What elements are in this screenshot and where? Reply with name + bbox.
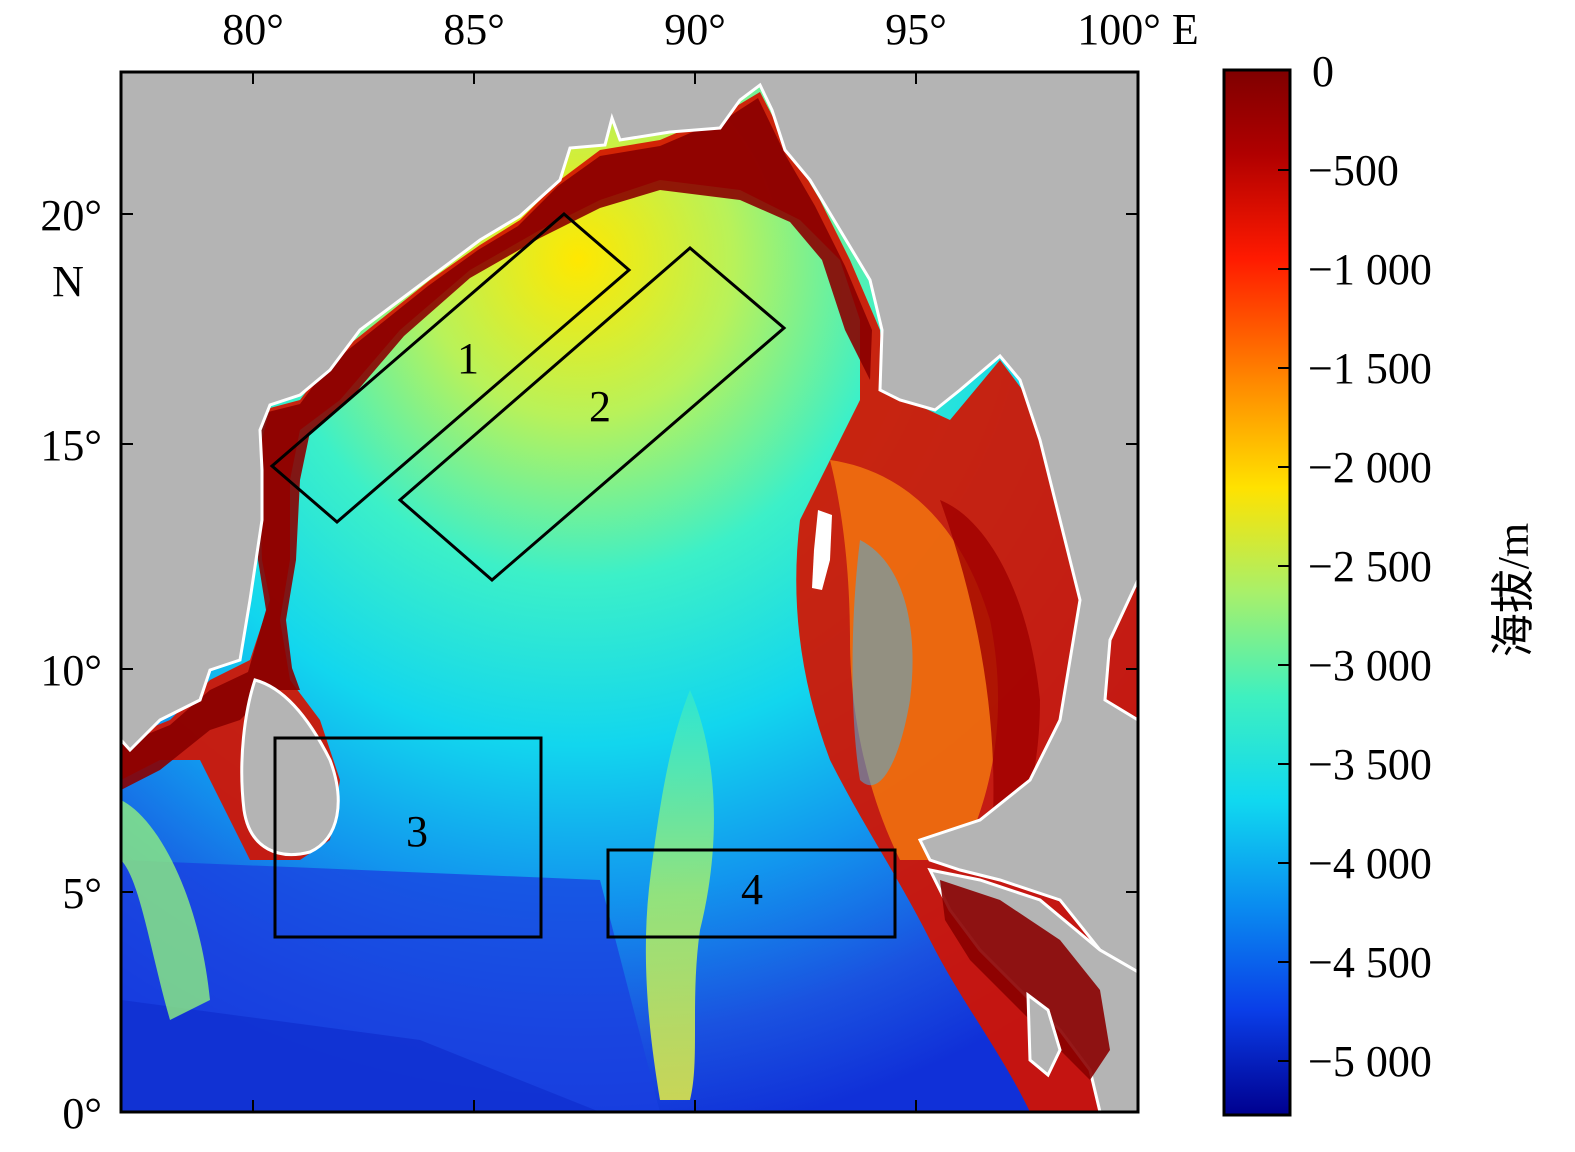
colorbar-tick-1000: −1 000: [1308, 245, 1432, 294]
map-frame: [119, 70, 1140, 1114]
study-regions: [269, 212, 897, 939]
land-mass: [121, 72, 1138, 974]
y-tick-label-15: 15°: [40, 421, 102, 470]
colorbar-tick-4000: −4 000: [1308, 839, 1432, 888]
colorbar-tick-3500: −3 500: [1308, 740, 1432, 789]
y-tick-label-20: 20°: [40, 191, 102, 240]
coastal-shallow-band: [121, 98, 872, 790]
region-box-2: [397, 246, 787, 582]
colorbar-tick-500: −500: [1308, 146, 1399, 195]
x-tick-label-90: 90°: [664, 5, 726, 54]
ninety-east-ridge: [645, 690, 714, 1100]
nicobar-island: [1026, 991, 1062, 1078]
region-label-3: 3: [406, 807, 428, 856]
y-axis-hemisphere: N: [52, 257, 84, 306]
region-box-3: [273, 736, 543, 939]
colorbar-tick-0: 0: [1312, 47, 1334, 96]
deep-basin-south: [121, 1000, 600, 1112]
region-label-2: 2: [589, 382, 611, 431]
colorbar-tick-2500: −2 500: [1308, 542, 1432, 591]
y-tick-label-0: 0°: [62, 1089, 102, 1138]
colorbar-tick-1500: −1 500: [1308, 344, 1432, 393]
region-box-4: [606, 848, 897, 939]
x-tick-label-80: 80°: [222, 5, 284, 54]
colorbar: [1222, 68, 1292, 1117]
region-label-1: 1: [457, 334, 479, 383]
y-tick-label-10: 10°: [40, 646, 102, 695]
colorbar-tick-3000: −3 000: [1308, 641, 1432, 690]
x-tick-label-95: 95°: [885, 5, 947, 54]
region-label-4: 4: [741, 865, 763, 914]
x-tick-label-100: 100° E: [1077, 5, 1198, 54]
colorbar-tick-5000: −5 000: [1308, 1037, 1432, 1086]
sri-lanka: [240, 678, 340, 857]
colorbar-ticks: [1278, 169, 1290, 1062]
y-axis-ticks: [121, 213, 1138, 893]
colorbar-title: 海拔/m: [1489, 523, 1538, 657]
x-axis-ticks: [252, 72, 917, 1112]
y-tick-label-5: 5°: [62, 869, 102, 918]
western-shelf-feature: [121, 800, 210, 1020]
region-box-1: [269, 212, 632, 524]
andaman-basin: [852, 540, 913, 786]
x-tick-label-85: 85°: [443, 5, 505, 54]
map-plot-area: [121, 72, 1138, 1112]
andaman-shelf: [940, 500, 1040, 860]
sumatra-shelf: [940, 880, 1110, 1080]
andaman-islands: [812, 510, 832, 590]
colorbar-tick-4500: −4 500: [1308, 938, 1432, 987]
colorbar-tick-2000: −2 000: [1308, 443, 1432, 492]
